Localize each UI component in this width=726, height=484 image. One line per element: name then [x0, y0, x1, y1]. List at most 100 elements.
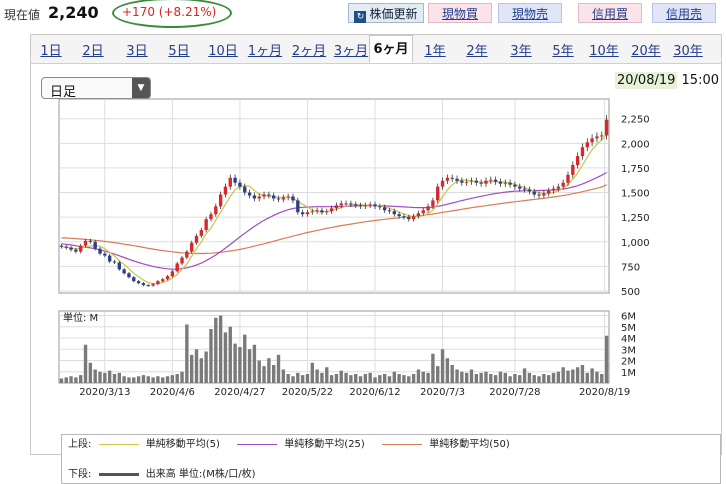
volume-bar [334, 374, 339, 383]
volume-bar [315, 369, 319, 383]
volume-bar [141, 375, 146, 383]
tab-6m[interactable]: 6ヶ月 [369, 35, 413, 63]
candle-body [180, 257, 184, 264]
candle-body [59, 245, 64, 247]
tab-5d[interactable]: 5日 [168, 44, 190, 59]
cash-buy-button[interactable]: 現物買 [428, 3, 492, 23]
volume-bar [590, 368, 594, 383]
volume-bar [180, 371, 184, 383]
price-row: 現在値 2,240 +170 (+8.21%) ↻ 株価更新 現物買 現物売 信用… [0, 0, 726, 28]
tab-1y[interactable]: 1年 [424, 44, 446, 59]
volume-bar [305, 374, 310, 383]
volume-bar [320, 372, 324, 383]
volume-tick-label: 4M [621, 334, 636, 345]
cash-sell-button[interactable]: 現物売 [498, 3, 562, 23]
tab-5y[interactable]: 5年 [552, 44, 574, 59]
legend-lower-row: 下段: 出来高 単位:(M株/口/枚) [68, 468, 255, 482]
candle-body [378, 206, 382, 208]
candle-body [83, 240, 88, 246]
volume-tick-label: 1M [621, 368, 636, 379]
volume-bar [571, 369, 575, 383]
volume-bar [175, 374, 179, 383]
tab-10d[interactable]: 10日 [208, 44, 238, 59]
volume-bar [228, 326, 232, 383]
candle-body [416, 213, 421, 217]
margin-buy-button[interactable]: 信用買 [578, 3, 642, 23]
volume-bar [344, 372, 348, 383]
candle-body [354, 204, 358, 206]
volume-bar [551, 372, 556, 383]
x-tick-label: 2020/8/19 [579, 387, 630, 398]
candle-body [484, 180, 488, 184]
candle-body [194, 235, 199, 243]
candle-body [262, 194, 266, 197]
refresh-icon: ↻ [354, 11, 367, 23]
volume-bar [474, 374, 479, 383]
candle-body [474, 180, 479, 183]
tab-3y[interactable]: 3年 [510, 44, 532, 59]
tab-2m[interactable]: 2ヶ月 [291, 44, 327, 59]
candle-body [281, 197, 286, 200]
candle-body [493, 179, 498, 182]
candle-body [238, 182, 242, 187]
volume-bar [218, 315, 223, 383]
tab-3d[interactable]: 3日 [126, 44, 148, 59]
volume-bar [382, 374, 387, 383]
update-price-button[interactable]: ↻ 株価更新 [348, 3, 424, 23]
volume-bar [156, 376, 160, 383]
candle-body [103, 253, 107, 256]
candle-body [402, 216, 406, 218]
candle-body [291, 196, 295, 201]
candle-body [392, 211, 396, 215]
candle-body [267, 194, 271, 196]
period-select[interactable]: 日足 ▼ [41, 77, 151, 100]
candle-body [252, 195, 257, 199]
tab-2d[interactable]: 2日 [82, 44, 104, 59]
candle-body [315, 210, 319, 212]
volume-bar [74, 377, 78, 383]
candle-body [272, 195, 276, 199]
price-tick-label: 1,000 [621, 238, 650, 249]
candle-body [296, 200, 300, 213]
candle-body [98, 248, 102, 254]
volume-bar [83, 344, 88, 383]
tab-1m[interactable]: 1ヶ月 [247, 44, 283, 59]
candle-body [532, 191, 536, 195]
candle-body [325, 211, 329, 213]
volume-bar [354, 374, 358, 383]
volume-bar [146, 376, 150, 383]
volume-bar [189, 354, 194, 383]
candle-body [161, 279, 165, 282]
volume-bar [165, 376, 170, 383]
candle-body [165, 276, 170, 280]
volume-bar [238, 347, 242, 383]
price-tick-label: 1,250 [621, 213, 650, 224]
candle-body [228, 177, 232, 187]
candle-body [175, 263, 179, 272]
tab-2y[interactable]: 2年 [466, 44, 488, 59]
volume-bar [585, 372, 589, 383]
candle-body [445, 177, 450, 181]
volume-bar [329, 375, 334, 383]
margin-sell-button[interactable]: 信用売 [652, 3, 716, 23]
tab-10y[interactable]: 10年 [589, 44, 619, 59]
volume-bar [411, 374, 416, 383]
volume-bar [98, 371, 102, 383]
volume-bar [262, 366, 266, 383]
tab-30y[interactable]: 30年 [673, 44, 703, 59]
tab-3m[interactable]: 3ヶ月 [333, 44, 369, 59]
candle-body [170, 271, 175, 277]
ma25-line [61, 171, 607, 270]
tab-1d[interactable]: 1日 [40, 44, 62, 59]
volume-bar [272, 365, 276, 383]
update-price-label: 株価更新 [369, 7, 418, 21]
volume-bar [566, 370, 570, 383]
candle-body [233, 177, 237, 183]
timestamp-time: 15:00 [681, 73, 719, 88]
legend-ma50-swatch [382, 443, 423, 445]
volume-bar [431, 353, 435, 383]
volume-bar [310, 362, 314, 383]
volume-bar [426, 372, 430, 383]
candle-body [604, 119, 609, 136]
tab-20y[interactable]: 20年 [631, 44, 661, 59]
